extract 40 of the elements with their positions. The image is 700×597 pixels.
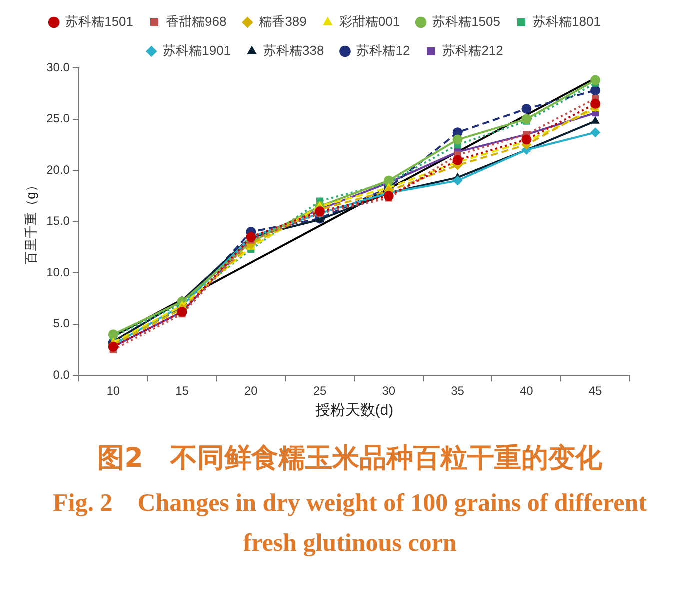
legend-label: 彩甜糯001 (339, 14, 400, 30)
legend-label: 苏科糯1505 (432, 14, 500, 30)
legend-label: 苏科糯1901 (163, 43, 232, 58)
point (522, 104, 532, 114)
point (590, 128, 601, 138)
point (452, 134, 463, 145)
legend-label: 苏科糯338 (264, 43, 324, 58)
text: 图2 不同鲜食糯玉米品种百粒干重的变化 (96, 442, 604, 476)
legend-label: 香甜糯968 (166, 14, 227, 30)
point (590, 98, 601, 109)
legend-label: 苏科糯1501 (66, 14, 134, 30)
point (108, 330, 118, 340)
point (591, 116, 600, 124)
legend-label: 糯香389 (259, 14, 307, 30)
y-tick-label: 10.0 (46, 265, 70, 280)
x-tick-label: 35 (451, 384, 465, 398)
point (452, 176, 463, 186)
point (384, 191, 394, 202)
y-tick-label: 15.0 (46, 214, 70, 228)
x-tick-label: 15 (176, 384, 190, 398)
x-tick-label: 25 (313, 384, 328, 398)
y-tick-label: 25.0 (46, 112, 70, 126)
y-tick-label: 0.0 (53, 368, 70, 382)
legend-label: 苏科糯212 (442, 43, 504, 58)
y-tick-label: 30.0 (46, 60, 70, 74)
y-tick-label: 20.0 (46, 162, 70, 177)
x-axis-title: 授粉天数(d) (315, 402, 394, 420)
y-tick-label: 5.0 (53, 316, 70, 331)
x-tick-label: 20 (244, 384, 258, 398)
x-tick-label: 45 (588, 384, 603, 398)
point (384, 176, 394, 186)
legend-label: 苏科糯1801 (532, 14, 601, 30)
point (590, 75, 601, 86)
x-tick-label: 10 (106, 384, 120, 398)
x-tick-label: 40 (520, 384, 534, 398)
y-axis-title: 百里千重（g） (23, 179, 38, 264)
x-tick-label: 30 (382, 384, 396, 398)
point (522, 114, 532, 124)
legend-label: 苏科糯12 (356, 43, 410, 58)
text: Fig. 2 Changes in dry weight of 100 grains of different fresh glutinous corn (52, 489, 648, 559)
